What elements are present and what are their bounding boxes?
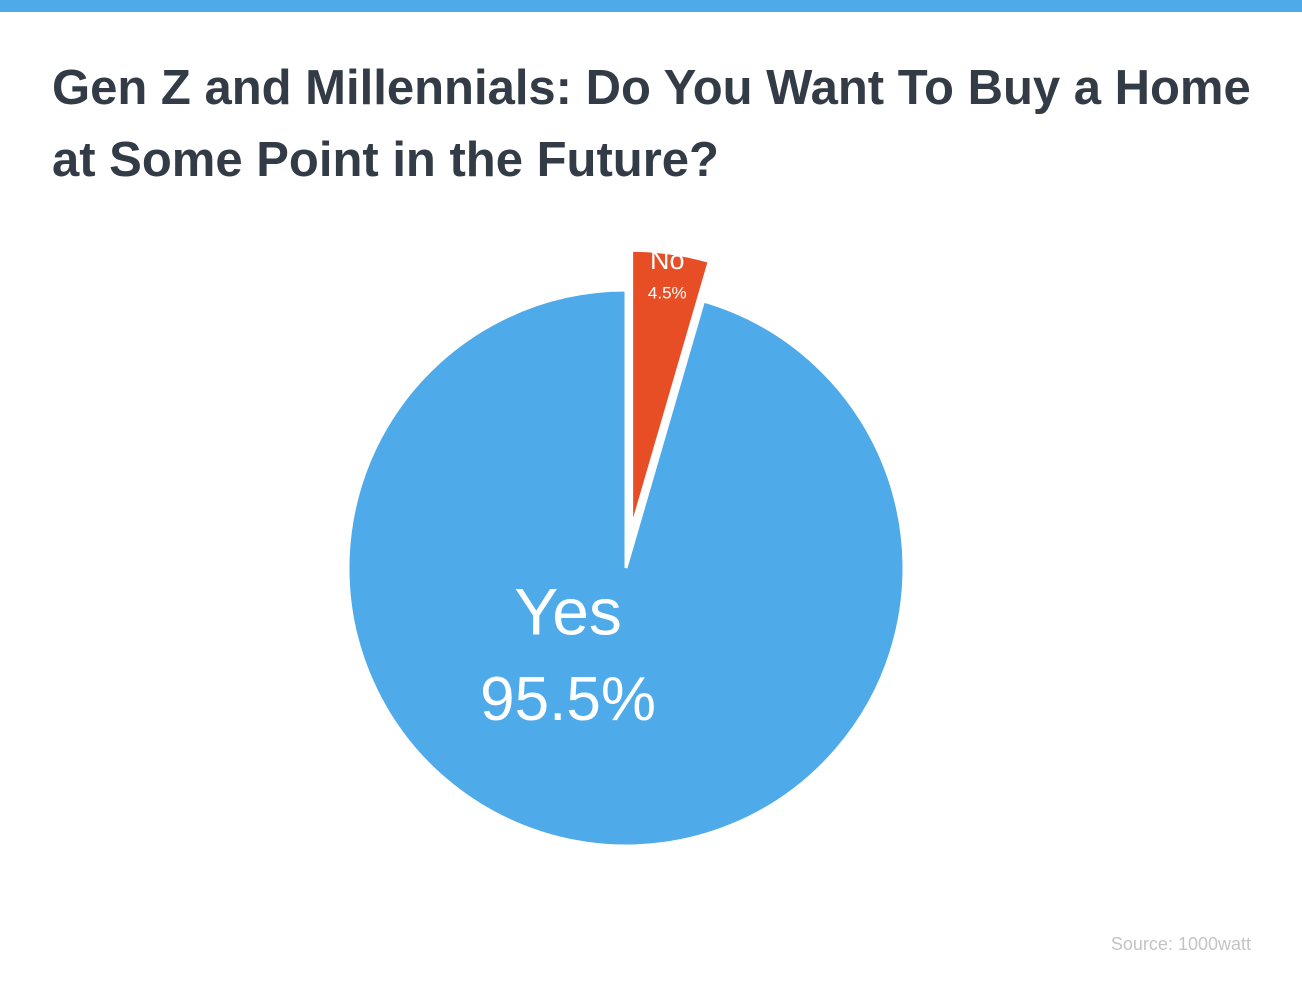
top-bar	[0, 0, 1302, 12]
chart-title: Gen Z and Millennials: Do You Want To Bu…	[52, 61, 1251, 187]
pie-slice	[630, 248, 712, 529]
slice-value-label: 95.5%	[480, 665, 656, 734]
slice-label: Yes	[514, 574, 622, 648]
slice-label: No	[650, 245, 685, 275]
source: Source: 1000watt	[1110, 934, 1251, 954]
slice-value-label: 4.5%	[648, 283, 687, 302]
pie-slice	[346, 288, 906, 848]
